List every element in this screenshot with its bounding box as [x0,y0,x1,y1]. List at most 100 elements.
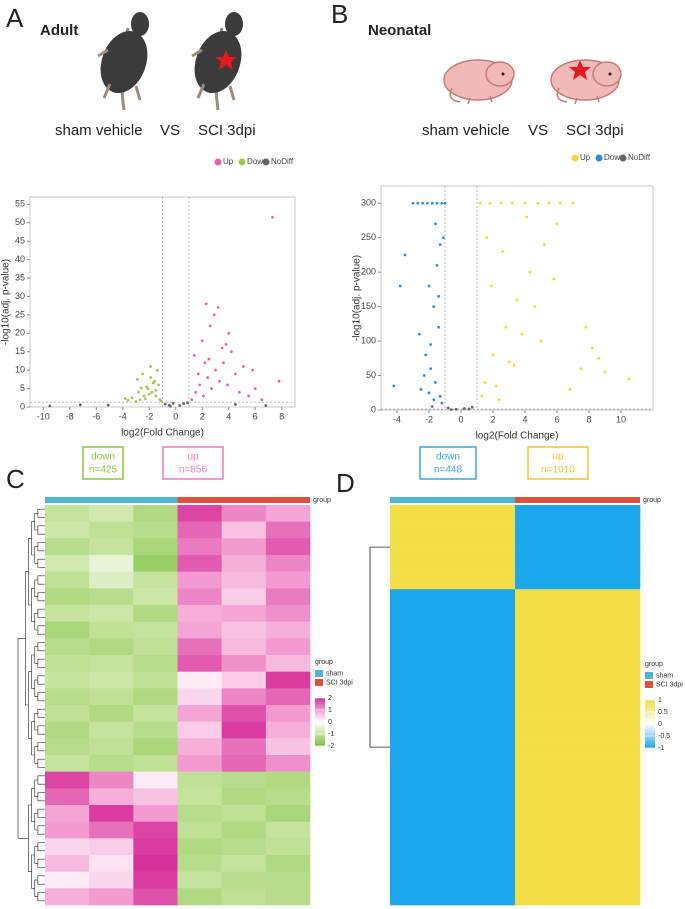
group-label: SCI 3dpi [566,122,624,139]
heat-cell [265,805,311,822]
point [218,379,221,383]
dendrogram [37,825,41,835]
dendrogram [37,525,41,535]
point [501,250,504,253]
adult-mouse-sci [191,12,243,111]
heat-cell [45,521,90,539]
point [149,365,152,368]
point [470,405,474,409]
y-tick-label: 10 [15,365,25,375]
point [424,353,428,357]
point [271,215,274,219]
heat-cell [45,771,90,789]
colorbar-label: 0.5 [658,709,668,716]
point [597,356,600,360]
heat-cell [390,715,516,737]
point [178,404,182,407]
point [438,243,442,246]
legend-dot [571,154,579,162]
group-label: sham vehicle [422,122,510,139]
point [437,325,440,329]
heat-cell [265,771,311,789]
heat-cell [89,838,134,856]
point [494,384,498,388]
dendrogram [34,646,38,664]
point [106,403,110,407]
neonatal-pup-sci [550,59,622,105]
panel-title: Neonatal [368,22,431,39]
x-tick-label: -6 [92,411,100,421]
dendrogram [31,788,35,822]
heat-cell [89,505,134,522]
heat-cell [221,555,267,572]
point [182,402,186,406]
heat-cell [221,688,267,706]
point [429,367,432,371]
heat-cell [221,805,267,822]
legend-label: Up [223,157,234,166]
point [525,215,528,219]
point [138,398,142,402]
point [467,407,471,411]
vs-label: VS [160,122,180,139]
point [212,313,216,317]
heat-cell [45,705,90,722]
heat-cell [177,538,222,556]
heat-cell [45,505,90,522]
y-tick-label: 35 [15,272,25,282]
heat-cell [45,788,90,806]
point [416,201,420,205]
heat-cell [177,705,222,722]
point [169,404,172,408]
dendrogram [37,775,41,785]
heat-cell [265,505,311,522]
dendrogram [37,575,41,585]
heat-cell [265,755,311,772]
heat-cell [177,838,222,856]
vs-label: VS [528,122,548,139]
point [190,398,194,402]
point [207,357,211,361]
point [48,404,52,408]
heat-cell [515,778,641,801]
heat-cell [515,589,641,611]
heat-cell [133,721,178,739]
heat-cell [515,883,641,906]
y-tick-label: 5 [20,383,25,393]
heat-cell [89,538,134,556]
dendrogram [37,758,41,768]
x-tick-label: 2 [490,414,495,424]
heat-cell [265,638,311,656]
point [145,385,149,389]
heat-cell [177,771,222,789]
panel-title: Adult [40,22,78,39]
legend-label: SCI 3dpi [656,681,683,688]
point [499,201,503,205]
point [547,201,551,205]
heat-cell [89,788,134,806]
heat-cell [221,505,267,522]
heat-cell [133,755,178,772]
count-label: down [436,452,460,463]
heat-cell [390,505,516,527]
heat-cell [265,588,311,606]
point [139,386,143,390]
dendrogram [37,675,41,685]
dendrogram [369,546,390,748]
heat-cell [45,621,90,639]
group-bar [515,497,640,503]
legend-label: NoDiff [271,157,294,166]
heat-cell [89,805,134,822]
heat-cell [177,788,222,806]
point [227,331,231,335]
heat-cell [133,888,178,906]
count-value: n=425 [89,465,118,476]
heat-cell [89,721,134,739]
point [143,397,147,401]
point [154,394,158,398]
point [411,201,415,205]
point [430,405,434,408]
heat-cell [177,588,222,606]
y-tick-label: 25 [15,309,25,319]
heat-cell [221,521,267,539]
